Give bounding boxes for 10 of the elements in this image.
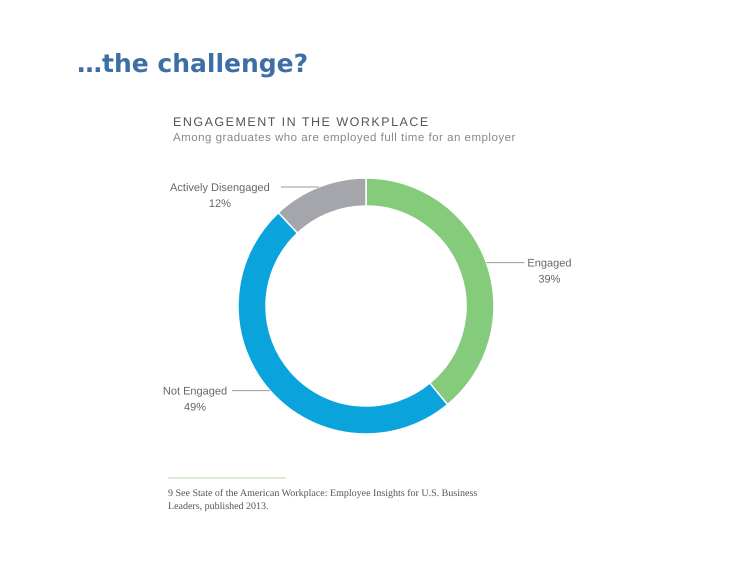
slice-label: Not Engaged	[162, 386, 228, 398]
chart-subtitle: Among graduates who are employed full time for an employer	[173, 132, 516, 144]
data-label: 39%	[538, 274, 561, 286]
slice-label: Actively Disengaged	[170, 182, 270, 194]
data-label: 12%	[208, 198, 232, 210]
text: …the challenge?	[77, 49, 308, 78]
data-label: 49%	[184, 402, 206, 414]
text: 9 See State of the American Workplace: Employee Insights for U.S. Business Leaders, published 2013.	[168, 488, 478, 512]
chart-title: ENGAGEMENT IN THE WORKPLACE	[173, 115, 430, 129]
slice-label: Engaged	[527, 258, 572, 270]
